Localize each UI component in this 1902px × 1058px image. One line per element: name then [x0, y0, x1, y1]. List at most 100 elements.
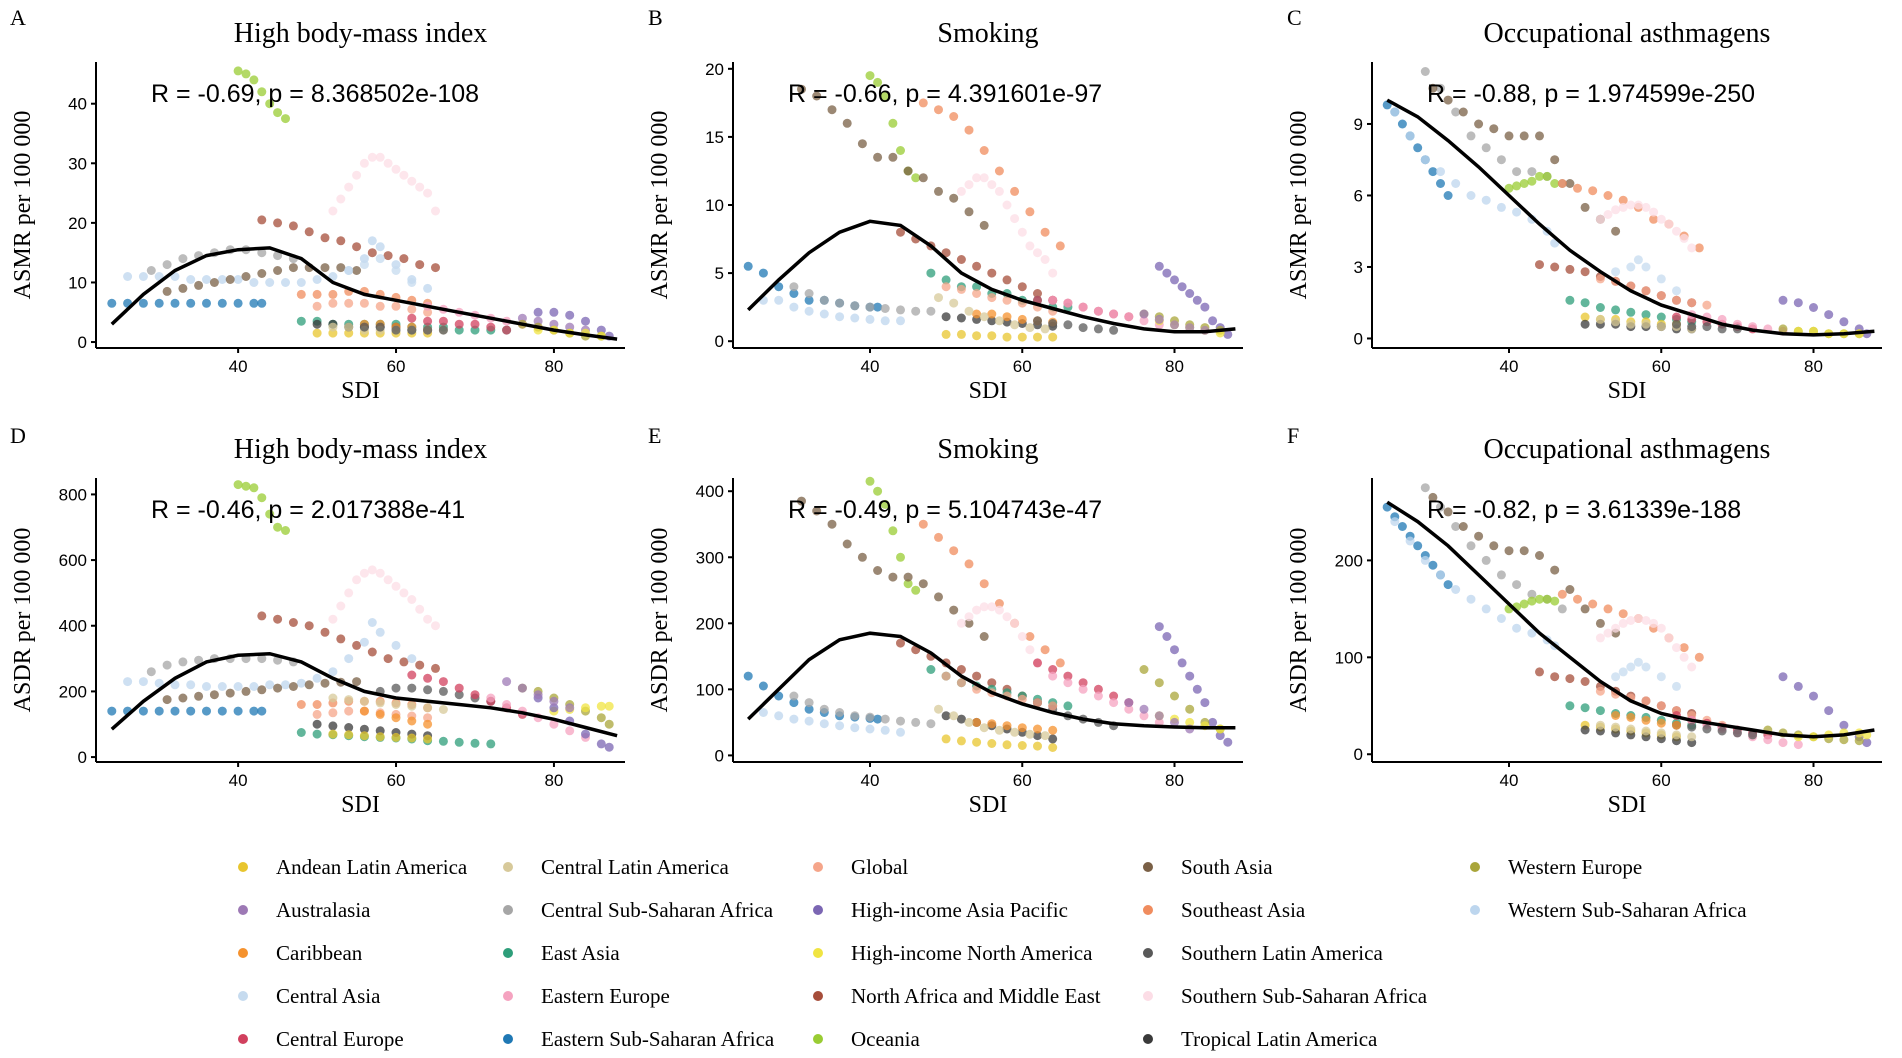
data-point [896, 305, 905, 315]
data-point [486, 693, 496, 703]
data-points [1382, 67, 1872, 339]
legend-item: Central Asia [238, 984, 381, 1008]
data-point [979, 146, 989, 155]
data-point [186, 298, 196, 308]
data-point [1489, 541, 1499, 551]
data-point [1512, 580, 1522, 590]
data-point [257, 298, 267, 308]
data-point [288, 263, 298, 273]
data-point [934, 186, 943, 196]
series-caribbean [359, 706, 433, 729]
data-point [454, 319, 464, 329]
data-point [1443, 191, 1453, 200]
data-point [1055, 658, 1065, 668]
data-point [486, 322, 496, 332]
data-point [233, 480, 243, 490]
legend-item: Oceania [813, 1027, 920, 1051]
data-point [804, 698, 814, 708]
data-point [1481, 195, 1491, 205]
data-point [1017, 332, 1027, 342]
data-point [359, 696, 369, 706]
data-point [812, 91, 822, 101]
data-point [1656, 322, 1666, 332]
data-point [1717, 726, 1727, 736]
data-point [1033, 724, 1042, 734]
series-central-asia [344, 254, 417, 287]
data-point [1687, 322, 1697, 332]
data-point [1595, 720, 1605, 730]
data-point [1641, 616, 1651, 625]
data-point [423, 703, 433, 713]
y-tick-label: 400 [59, 617, 87, 636]
series-andean-latin-america [941, 734, 1058, 752]
data-point [375, 568, 385, 578]
y-tick-label: 6 [1354, 186, 1363, 205]
data-point [1177, 282, 1187, 292]
legend-swatch [238, 948, 248, 958]
data-point [1626, 712, 1636, 722]
data-point [903, 579, 913, 589]
series-australasia [502, 677, 575, 713]
y-tick-label: 30 [68, 154, 87, 173]
data-point [233, 298, 243, 308]
data-point [1565, 295, 1575, 305]
data-point [1458, 522, 1468, 531]
data-point [1185, 323, 1195, 333]
data-point [964, 717, 974, 727]
data-point [1033, 316, 1042, 326]
data-point [1436, 167, 1445, 177]
legend-swatch [813, 1034, 823, 1044]
data-point [1649, 618, 1659, 628]
data-point [987, 268, 997, 278]
data-point [407, 670, 417, 680]
data-point [1033, 248, 1042, 258]
legend-item: Eastern Europe [503, 984, 670, 1008]
data-point [288, 618, 298, 627]
data-point [1824, 310, 1834, 320]
data-point [138, 272, 148, 281]
data-point [399, 588, 409, 598]
data-point [138, 706, 148, 716]
data-point [581, 316, 590, 326]
data-point [758, 708, 768, 717]
data-point [987, 180, 997, 190]
data-point [375, 254, 385, 264]
data-point [1672, 730, 1681, 740]
data-point [1170, 717, 1179, 727]
data-point [265, 680, 275, 690]
data-point [233, 275, 243, 284]
data-point [296, 316, 306, 326]
data-point [1109, 325, 1119, 335]
data-point [407, 683, 417, 693]
data-point [1793, 740, 1803, 750]
data-point [296, 700, 306, 709]
data-point [835, 708, 845, 717]
data-point [934, 592, 943, 602]
data-point [1139, 665, 1149, 674]
data-point [1208, 717, 1218, 727]
data-point [1580, 202, 1590, 212]
data-point [888, 118, 898, 128]
fit-line [746, 219, 1236, 334]
data-point [1527, 589, 1537, 599]
legend-label: High-income North America [851, 941, 1093, 965]
data-point [941, 671, 951, 681]
data-point [1854, 736, 1864, 746]
legend-item: Andean Latin America [238, 855, 468, 879]
data-point [1824, 706, 1834, 716]
data-point [312, 301, 322, 311]
data-point [1162, 268, 1172, 278]
data-point [1010, 320, 1020, 330]
legend-label: Eastern Sub-Saharan Africa [541, 1027, 775, 1051]
legend-swatch [1143, 991, 1153, 1001]
data-point [1033, 741, 1042, 751]
data-point [918, 519, 928, 529]
legend-swatch [1143, 948, 1153, 958]
data-point [979, 173, 989, 183]
data-point [926, 306, 936, 316]
data-point [257, 685, 267, 695]
x-tick-label: 80 [1165, 771, 1184, 790]
panel-letter: F [1287, 423, 1299, 448]
data-point [1413, 143, 1423, 153]
legend-label: Oceania [851, 1027, 920, 1051]
